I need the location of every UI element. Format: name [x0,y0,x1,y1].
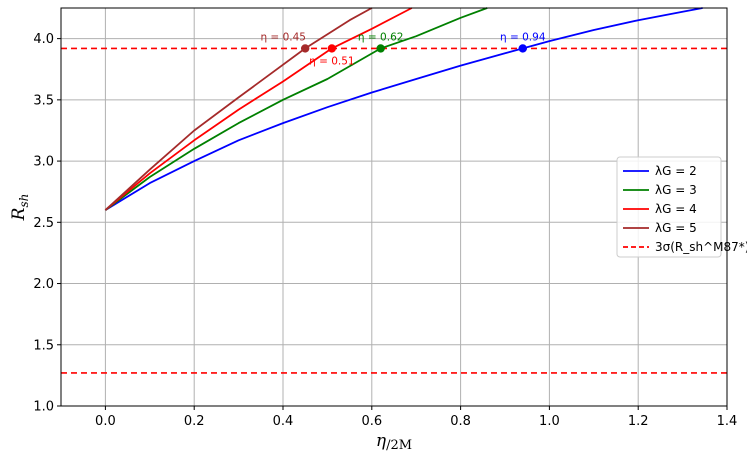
y-tick-label: 4.0 [33,32,54,47]
grid [61,8,728,407]
x-tick-label: 0.6 [361,414,382,429]
x-axis-label-main: η [376,431,387,451]
y-tick-label: 1.0 [33,400,54,415]
y-axis-label: Rsh [9,194,31,222]
y-tick-label: 1.5 [33,338,54,353]
threshold-lines [61,47,727,374]
y-ticks: 1.0 1.5 2.0 2.5 3.0 3.5 4.0 [33,32,61,415]
marked-point [376,44,385,53]
x-tick-label: 1.4 [717,414,738,429]
legend-label: λG = 5 [655,221,697,235]
series-line [104,7,373,211]
x-tick-label: 0.8 [450,414,471,429]
y-axis-label-main: R [9,207,29,221]
marked-points: η = 0.94 η = 0.62η = 0.51η = 0.45 [260,31,545,67]
marked-point [518,44,527,53]
x-ticks: 0.0 0.2 0.4 0.6 0.8 1.0 1.2 1.4 [95,406,737,429]
series-line [104,7,703,211]
y-tick-label: 2.0 [33,277,54,292]
x-tick-label: 1.0 [539,414,560,429]
legend-label: λG = 3 [655,183,697,197]
y-tick-label: 3.5 [33,93,54,108]
legend-box [616,156,722,258]
point-label: η = 0.62 [358,31,404,43]
x-tick-label: 0.2 [184,414,205,429]
y-axis-label-sub: sh [17,194,31,208]
legend-label: λG = 2 [655,164,697,178]
series-lines [104,7,703,211]
marked-point [327,44,337,53]
y-tick-label: 3.0 [33,155,54,170]
series-line [104,7,488,211]
axis-labels: η/2M Rsh [9,194,412,453]
legend-label: 3σ(R_sh^M87*) [655,240,747,254]
x-axis-label: η/2M [376,431,412,453]
x-tick-label: 0.0 [95,414,116,429]
plot-frame [60,7,728,407]
y-tick-label: 2.5 [33,216,54,231]
x-axis-label-sub: /2M [386,438,412,453]
point-label: η = 0.51 [309,55,355,67]
series-line [104,7,413,211]
marked-point [301,44,310,53]
x-tick-label: 1.2 [628,414,649,429]
point-label: η = 0.45 [260,31,306,43]
legend-label: λG = 4 [655,202,697,216]
x-tick-label: 0.4 [273,414,294,429]
legend: λG = 2 λG = 3 λG = 4 λG = 5 3σ(R_sh^M87*) [616,156,747,258]
point-label: η = 0.94 [500,31,546,43]
